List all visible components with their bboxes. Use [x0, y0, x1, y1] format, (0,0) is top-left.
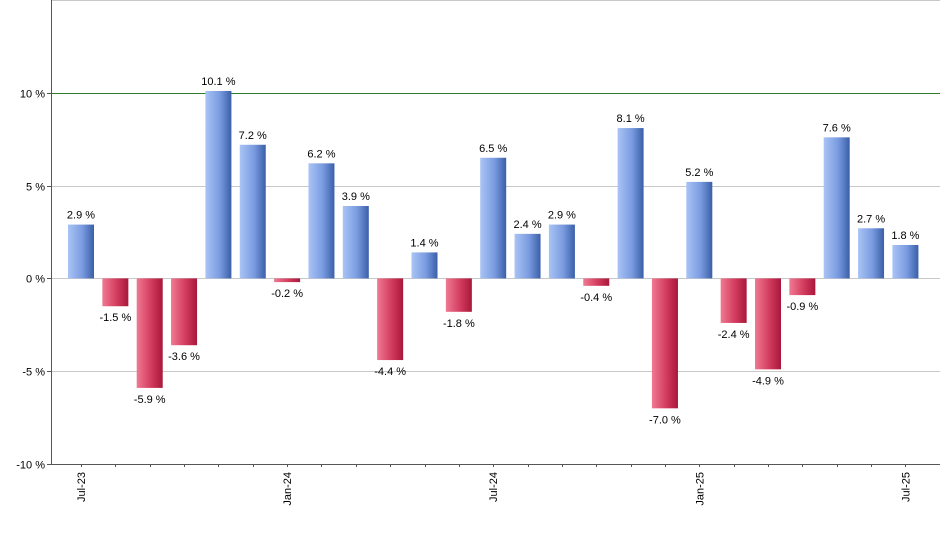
y-tick-label: 10 % [20, 89, 45, 101]
bar-layer [68, 90, 919, 409]
bar-may-25 [823, 137, 850, 279]
x-tick-label: Jul-25 [900, 472, 912, 502]
data-label: 7.6 % [823, 122, 851, 134]
axis-layer: 10 % 5 % 0 % -5 % -10 % Jul-23 Jan-24 Jul-24 Jan… [16, 0, 940, 506]
bar-feb-25 [720, 278, 747, 323]
bar-jan-24 [274, 278, 301, 283]
bar-aug-24 [514, 233, 541, 279]
bar-jun-25 [858, 228, 885, 279]
bar-feb-24 [308, 163, 335, 279]
bar-dec-23 [239, 144, 266, 279]
x-tick-label: Jul-23 [76, 472, 88, 502]
data-label: 7.2 % [239, 130, 267, 142]
y-tick-label: 5 % [26, 182, 45, 194]
data-label: 2.4 % [513, 219, 541, 231]
data-label: -4.4 % [374, 366, 406, 378]
bar-oct-24 [583, 278, 610, 286]
bar-may-24 [411, 252, 438, 279]
bar-sep-23 [136, 278, 163, 388]
bar-jul-24 [480, 157, 507, 279]
bar-jul-23 [68, 224, 94, 279]
bar-apr-25 [789, 278, 816, 296]
data-label: -0.4 % [580, 292, 612, 304]
data-label: -4.9 % [752, 375, 784, 387]
data-label: -0.9 % [786, 301, 818, 313]
bar-mar-25 [755, 278, 781, 370]
data-label: 3.9 % [342, 191, 370, 203]
data-label: 2.9 % [67, 210, 95, 222]
data-label: -2.4 % [718, 329, 750, 341]
bar-aug-23 [102, 278, 129, 307]
data-label: 8.1 % [617, 113, 645, 125]
data-label: -0.2 % [271, 288, 303, 300]
bar-jan-25 [686, 181, 713, 279]
x-tick-label: Jan-25 [694, 472, 706, 506]
bar-nov-23 [205, 90, 232, 279]
data-label: -5.9 % [134, 394, 166, 406]
data-label: 10.1 % [201, 76, 235, 88]
data-label: -3.6 % [168, 351, 200, 363]
data-label: 2.9 % [548, 210, 576, 222]
y-tick-label: 0 % [26, 274, 45, 286]
bar-oct-23 [171, 278, 198, 346]
bar-jun-24 [445, 278, 472, 312]
data-label: -7.0 % [649, 414, 681, 426]
data-label: -1.5 % [99, 312, 131, 324]
bar-nov-24 [617, 128, 644, 279]
data-label: 2.7 % [857, 213, 885, 225]
data-label: 5.2 % [685, 167, 713, 179]
data-label: 6.2 % [307, 148, 335, 160]
data-label: 1.4 % [410, 237, 438, 249]
bar-mar-24 [342, 206, 369, 279]
bar-apr-24 [377, 278, 404, 361]
x-tick-label: Jul-24 [488, 472, 500, 502]
bar-jul-25 [892, 244, 919, 279]
data-label-layer: 2.9 % -1.5 % -5.9 % -3.6 % 10.1 % 7.2 % -0.2 %… [67, 76, 920, 426]
data-label: 6.5 % [479, 143, 507, 155]
bar-sep-24 [548, 224, 575, 279]
y-tick-label: -10 % [16, 460, 45, 472]
y-tick-label: -5 % [22, 367, 45, 379]
data-label: -1.8 % [443, 318, 475, 330]
data-label: 1.8 % [891, 230, 919, 242]
x-tick-label: Jan-24 [282, 472, 294, 506]
bar-dec-24 [651, 278, 678, 409]
